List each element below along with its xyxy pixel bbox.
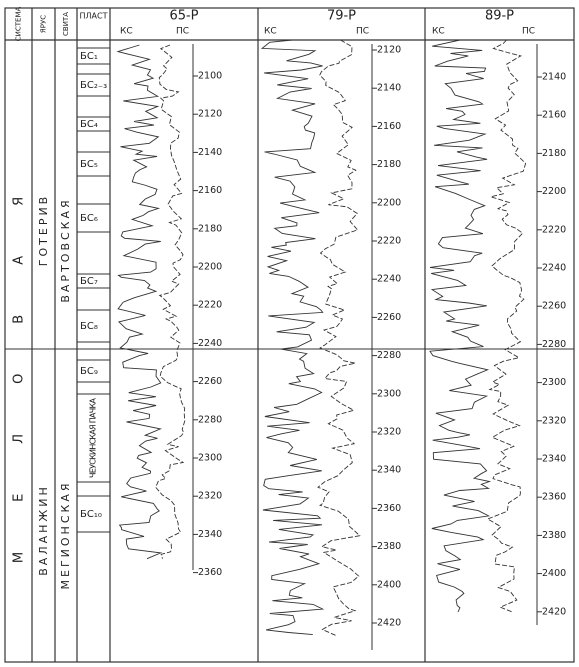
depth-label: 2420 [377,618,401,629]
depth-label: 2180 [377,159,401,170]
depth-label: 2280 [542,339,566,350]
curve-label: ПС [522,27,535,37]
depth-label: 2340 [542,454,566,465]
depth-label: 2360 [198,567,222,578]
depth-label: 2240 [542,263,566,274]
depth-label: 2280 [198,414,222,425]
depth-label: 2140 [377,83,401,94]
layer-label: БС₈ [80,321,98,332]
layer-label: БС₆ [80,213,98,224]
layer-label: БС₅ [80,159,98,170]
depth-label: 2120 [377,45,401,56]
depth-label: 2340 [377,465,401,476]
depth-label: 2420 [542,606,566,617]
depth-label: 2140 [542,72,566,83]
layer-box [76,47,111,65]
depth-label: 2380 [377,541,401,552]
layer-box [76,203,111,233]
well-name: 79-Р [327,9,356,24]
layer-label: БС₄ [80,119,98,130]
layer-label: БС₂₋₃ [80,80,107,91]
depth-label: 2240 [198,338,222,349]
column-header: ПЛАСТ [80,12,108,21]
layer-box [76,309,111,343]
column-header: ЯРУС [40,15,48,33]
curve-label: КС [120,27,133,37]
depth-label: 2140 [198,147,222,158]
layer-label: ЧЕУСКИНСКАЯ ПАЧКА [89,397,98,478]
depth-label: 2220 [198,300,222,311]
depth-label: 2160 [377,121,401,132]
depth-label: 2320 [542,415,566,426]
layer-box [76,359,111,383]
curve-label: ПС [176,27,189,37]
depth-label: 2220 [542,224,566,235]
depth-label: 2180 [542,148,566,159]
log-curve [486,39,527,613]
depth-label: 2200 [198,262,222,273]
layer-label: БС₁₀ [80,509,102,520]
layer-label: БС₇ [80,276,98,287]
curve-label: КС [432,27,445,37]
depth-label: 2100 [198,71,222,82]
suite-label: МЕГИОНСКАЯ [59,481,72,590]
column-header: СВИТА [62,12,70,36]
well-name: 65-Р [169,9,198,24]
depth-label: 2400 [377,579,401,590]
depth-label: 2300 [542,377,566,388]
depth-label: 2200 [377,197,401,208]
layer-box [76,116,111,132]
layer-box [76,495,111,533]
log-curve [155,44,186,559]
well-name: 89-Р [485,9,514,24]
depth-label: 2340 [198,529,222,540]
depth-label: 2280 [377,350,401,361]
depth-label: 2200 [542,186,566,197]
depth-label: 2360 [542,492,566,503]
stage-label: ГОТЕРИВ [37,194,50,266]
layer-box [76,73,111,97]
depth-label: 2260 [198,376,222,387]
depth-label: 2160 [198,185,222,196]
log-curve [429,39,492,613]
depth-label: 2240 [377,274,401,285]
depth-label: 2300 [377,388,401,399]
curve-label: ПС [356,27,369,37]
depth-label: 2320 [377,427,401,438]
system-label: МЕЛОВАЯ [12,147,27,563]
log-curve [317,39,361,637]
layer-label: БС₁ [80,51,98,62]
depth-label: 2320 [198,491,222,502]
depth-label: 2260 [377,312,401,323]
log-curve [260,39,325,636]
layer-box [76,151,111,177]
depth-label: 2380 [542,530,566,541]
depth-label: 2400 [542,568,566,579]
depth-label: 2260 [542,301,566,312]
column-header: СИСТЕМА [15,7,23,42]
depth-label: 2160 [542,110,566,121]
depth-label: 2220 [377,236,401,247]
depth-label: 2180 [198,223,222,234]
depth-label: 2300 [198,453,222,464]
suite-label: ВАРТОВСКАЯ [59,197,72,302]
stage-label: ВАЛАНЖИН [37,484,50,576]
depth-label: 2120 [198,109,222,120]
layer-box [76,393,111,483]
frame [4,7,575,663]
layer-label: БС₉ [80,366,98,377]
curve-label: КС [264,27,277,37]
depth-label: 2360 [377,503,401,514]
log-curve [116,44,163,560]
layer-box [76,273,111,289]
